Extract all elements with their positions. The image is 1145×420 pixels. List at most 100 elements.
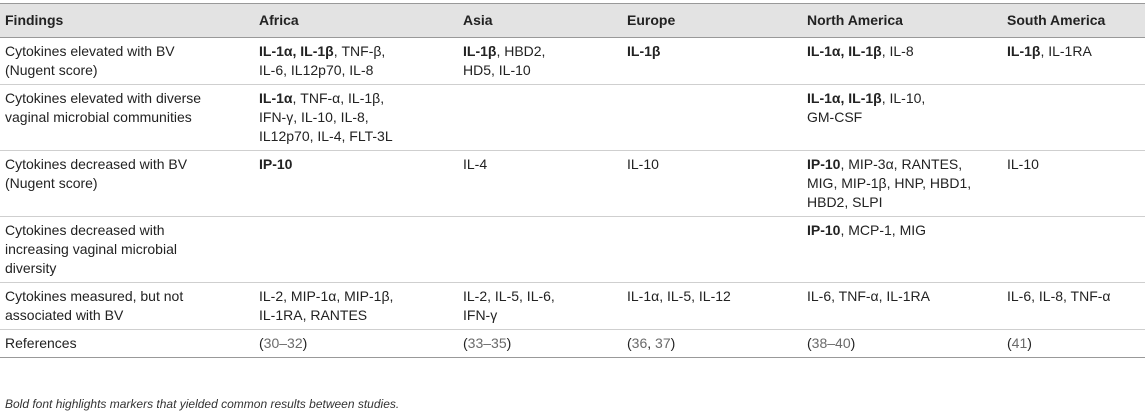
cell-south-america bbox=[1007, 216, 1145, 283]
ref-link[interactable]: 36 bbox=[631, 335, 648, 351]
ref-link[interactable]: 38–40 bbox=[811, 335, 851, 351]
cell-africa: IL-1α, IL-1β, TNF-β, IL-6, IL12p70, IL-8 bbox=[259, 37, 463, 85]
table-footnote: Bold font highlights markers that yielde… bbox=[5, 397, 400, 411]
marker-text: IL-10 bbox=[627, 156, 659, 172]
header-findings: Findings bbox=[0, 3, 259, 38]
finding-text: (Nugent score) bbox=[5, 62, 98, 78]
ref-paren: ) bbox=[1027, 335, 1032, 351]
cell-asia bbox=[463, 84, 627, 151]
references-asia: (33–35) bbox=[463, 329, 627, 358]
cell-asia: IL-4 bbox=[463, 150, 627, 217]
ref-link[interactable]: 30–32 bbox=[263, 335, 303, 351]
ref-paren: ( bbox=[807, 335, 812, 351]
header-europe: Europe bbox=[627, 3, 807, 38]
marker-text: IFN-γ bbox=[463, 307, 498, 323]
table-body: Cytokines elevated with BV (Nugent score)… bbox=[0, 37, 1145, 358]
cell-asia bbox=[463, 216, 627, 283]
references-europe: (36, 37) bbox=[627, 329, 807, 358]
finding-text: Cytokines elevated with BV bbox=[5, 43, 175, 59]
marker-text: IL-10 bbox=[1007, 156, 1039, 172]
cell-south-america: IL-10 bbox=[1007, 150, 1145, 217]
highlighted-marker: IP-10 bbox=[807, 156, 841, 172]
highlighted-marker: IL-1α, IL-1β bbox=[807, 43, 882, 59]
marker-text: IL12p70, IL-4, FLT-3L bbox=[259, 128, 393, 144]
header-north-america: North America bbox=[807, 3, 1007, 38]
highlighted-marker: IP-10 bbox=[807, 222, 841, 238]
marker-text: HBD2, SLPI bbox=[807, 194, 883, 210]
cell-north-america: IL-6, TNF-α, IL-1RA bbox=[807, 282, 1007, 330]
table-row: Cytokines measured, but not associated wi… bbox=[0, 282, 1145, 330]
finding-text: Cytokines elevated with diverse bbox=[5, 90, 202, 106]
highlighted-marker: IP-10 bbox=[259, 156, 293, 172]
cell-south-america: IL-1β, IL-1RA bbox=[1007, 37, 1145, 85]
marker-text: IL-2, MIP-1α, MIP-1β, bbox=[259, 288, 394, 304]
header-africa: Africa bbox=[259, 3, 463, 38]
marker-text: , MIP-3α, RANTES, bbox=[840, 156, 963, 172]
cell-europe bbox=[627, 84, 807, 151]
marker-text: IL-4 bbox=[463, 156, 488, 172]
marker-text: , IL-10, bbox=[881, 90, 926, 106]
marker-text: IL-1RA, RANTES bbox=[259, 307, 368, 323]
ref-paren: ( bbox=[463, 335, 468, 351]
finding-text: increasing vaginal microbial bbox=[5, 241, 177, 257]
cell-europe: IL-10 bbox=[627, 150, 807, 217]
ref-paren: ) bbox=[850, 335, 856, 351]
highlighted-marker: IL-1β bbox=[1007, 43, 1041, 59]
ref-link[interactable]: 37 bbox=[655, 335, 671, 351]
marker-text: , TNF-α, IL-1β, bbox=[292, 90, 385, 106]
marker-text: IL-6, TNF-α, IL-1RA bbox=[807, 288, 930, 304]
finding-cell: Cytokines elevated with diverse vaginal m… bbox=[0, 84, 259, 151]
header-row: Findings Africa Asia Europe North Americ… bbox=[0, 3, 1145, 38]
marker-text: HD5, IL-10 bbox=[463, 62, 531, 78]
ref-paren: ) bbox=[670, 335, 676, 351]
marker-text: IL-6, IL-8, TNF-α bbox=[1007, 288, 1111, 304]
finding-text: diversity bbox=[5, 260, 57, 276]
ref-link[interactable]: 41 bbox=[1011, 335, 1028, 351]
marker-text: IL-2, IL-5, IL-6, bbox=[463, 288, 555, 304]
finding-cell: Cytokines elevated with BV (Nugent score) bbox=[0, 37, 259, 85]
cell-south-america bbox=[1007, 84, 1145, 151]
cell-asia: IL-2, IL-5, IL-6, IFN-γ bbox=[463, 282, 627, 330]
table-row: Cytokines decreased with BV (Nugent score… bbox=[0, 150, 1145, 217]
cell-europe: IL-1β bbox=[627, 37, 807, 85]
cell-africa: IL-2, MIP-1α, MIP-1β, IL-1RA, RANTES bbox=[259, 282, 463, 330]
marker-text: IFN-γ, IL-10, IL-8, bbox=[259, 109, 369, 125]
ref-paren: ) bbox=[506, 335, 512, 351]
highlighted-marker: IL-1α, IL-1β bbox=[259, 43, 334, 59]
marker-text: MIG, MIP-1β, HNP, HBD1, bbox=[807, 175, 972, 191]
highlighted-marker: IL-1α, IL-1β bbox=[807, 90, 882, 106]
header-south-america: South America bbox=[1007, 3, 1145, 38]
highlighted-marker: IL-1β bbox=[463, 43, 497, 59]
cell-north-america: IP-10, MIP-3α, RANTES, MIG, MIP-1β, HNP, … bbox=[807, 150, 1007, 217]
cell-europe: IL-1α, IL-5, IL-12 bbox=[627, 282, 807, 330]
finding-cell: Cytokines decreased with BV (Nugent score… bbox=[0, 150, 259, 217]
finding-text: vaginal microbial communities bbox=[5, 109, 192, 125]
cell-north-america: IP-10, MCP-1, MIG bbox=[807, 216, 1007, 283]
ref-paren: ( bbox=[627, 335, 632, 351]
references-label: References bbox=[0, 329, 259, 358]
marker-text: , TNF-β, bbox=[333, 43, 386, 59]
references-south-america: (41) bbox=[1007, 329, 1145, 358]
references-africa: (30–32) bbox=[259, 329, 463, 358]
marker-text: , HBD2, bbox=[496, 43, 546, 59]
table-row: Cytokines elevated with BV (Nugent score)… bbox=[0, 37, 1145, 85]
marker-text: IL-6, IL12p70, IL-8 bbox=[259, 62, 374, 78]
finding-text: Cytokines decreased with bbox=[5, 222, 165, 238]
finding-cell: Cytokines measured, but not associated wi… bbox=[0, 282, 259, 330]
marker-text: GM-CSF bbox=[807, 109, 863, 125]
cell-africa: IP-10 bbox=[259, 150, 463, 217]
ref-link[interactable]: 33–35 bbox=[467, 335, 507, 351]
cell-south-america: IL-6, IL-8, TNF-α bbox=[1007, 282, 1145, 330]
ref-paren: ( bbox=[259, 335, 264, 351]
references-north-america: (38–40) bbox=[807, 329, 1007, 358]
cell-africa: IL-1α, TNF-α, IL-1β, IFN-γ, IL-10, IL-8, I… bbox=[259, 84, 463, 151]
marker-text: , MCP-1, MIG bbox=[840, 222, 927, 238]
ref-paren: ) bbox=[302, 335, 308, 351]
table-row: Cytokines elevated with diverse vaginal m… bbox=[0, 84, 1145, 151]
finding-cell: Cytokines decreased with increasing vagin… bbox=[0, 216, 259, 283]
finding-text: Cytokines decreased with BV bbox=[5, 156, 188, 172]
cytokine-table: Findings Africa Asia Europe North Americ… bbox=[0, 3, 1145, 358]
finding-text: (Nugent score) bbox=[5, 175, 98, 191]
highlighted-marker: IL-1β bbox=[627, 43, 661, 59]
